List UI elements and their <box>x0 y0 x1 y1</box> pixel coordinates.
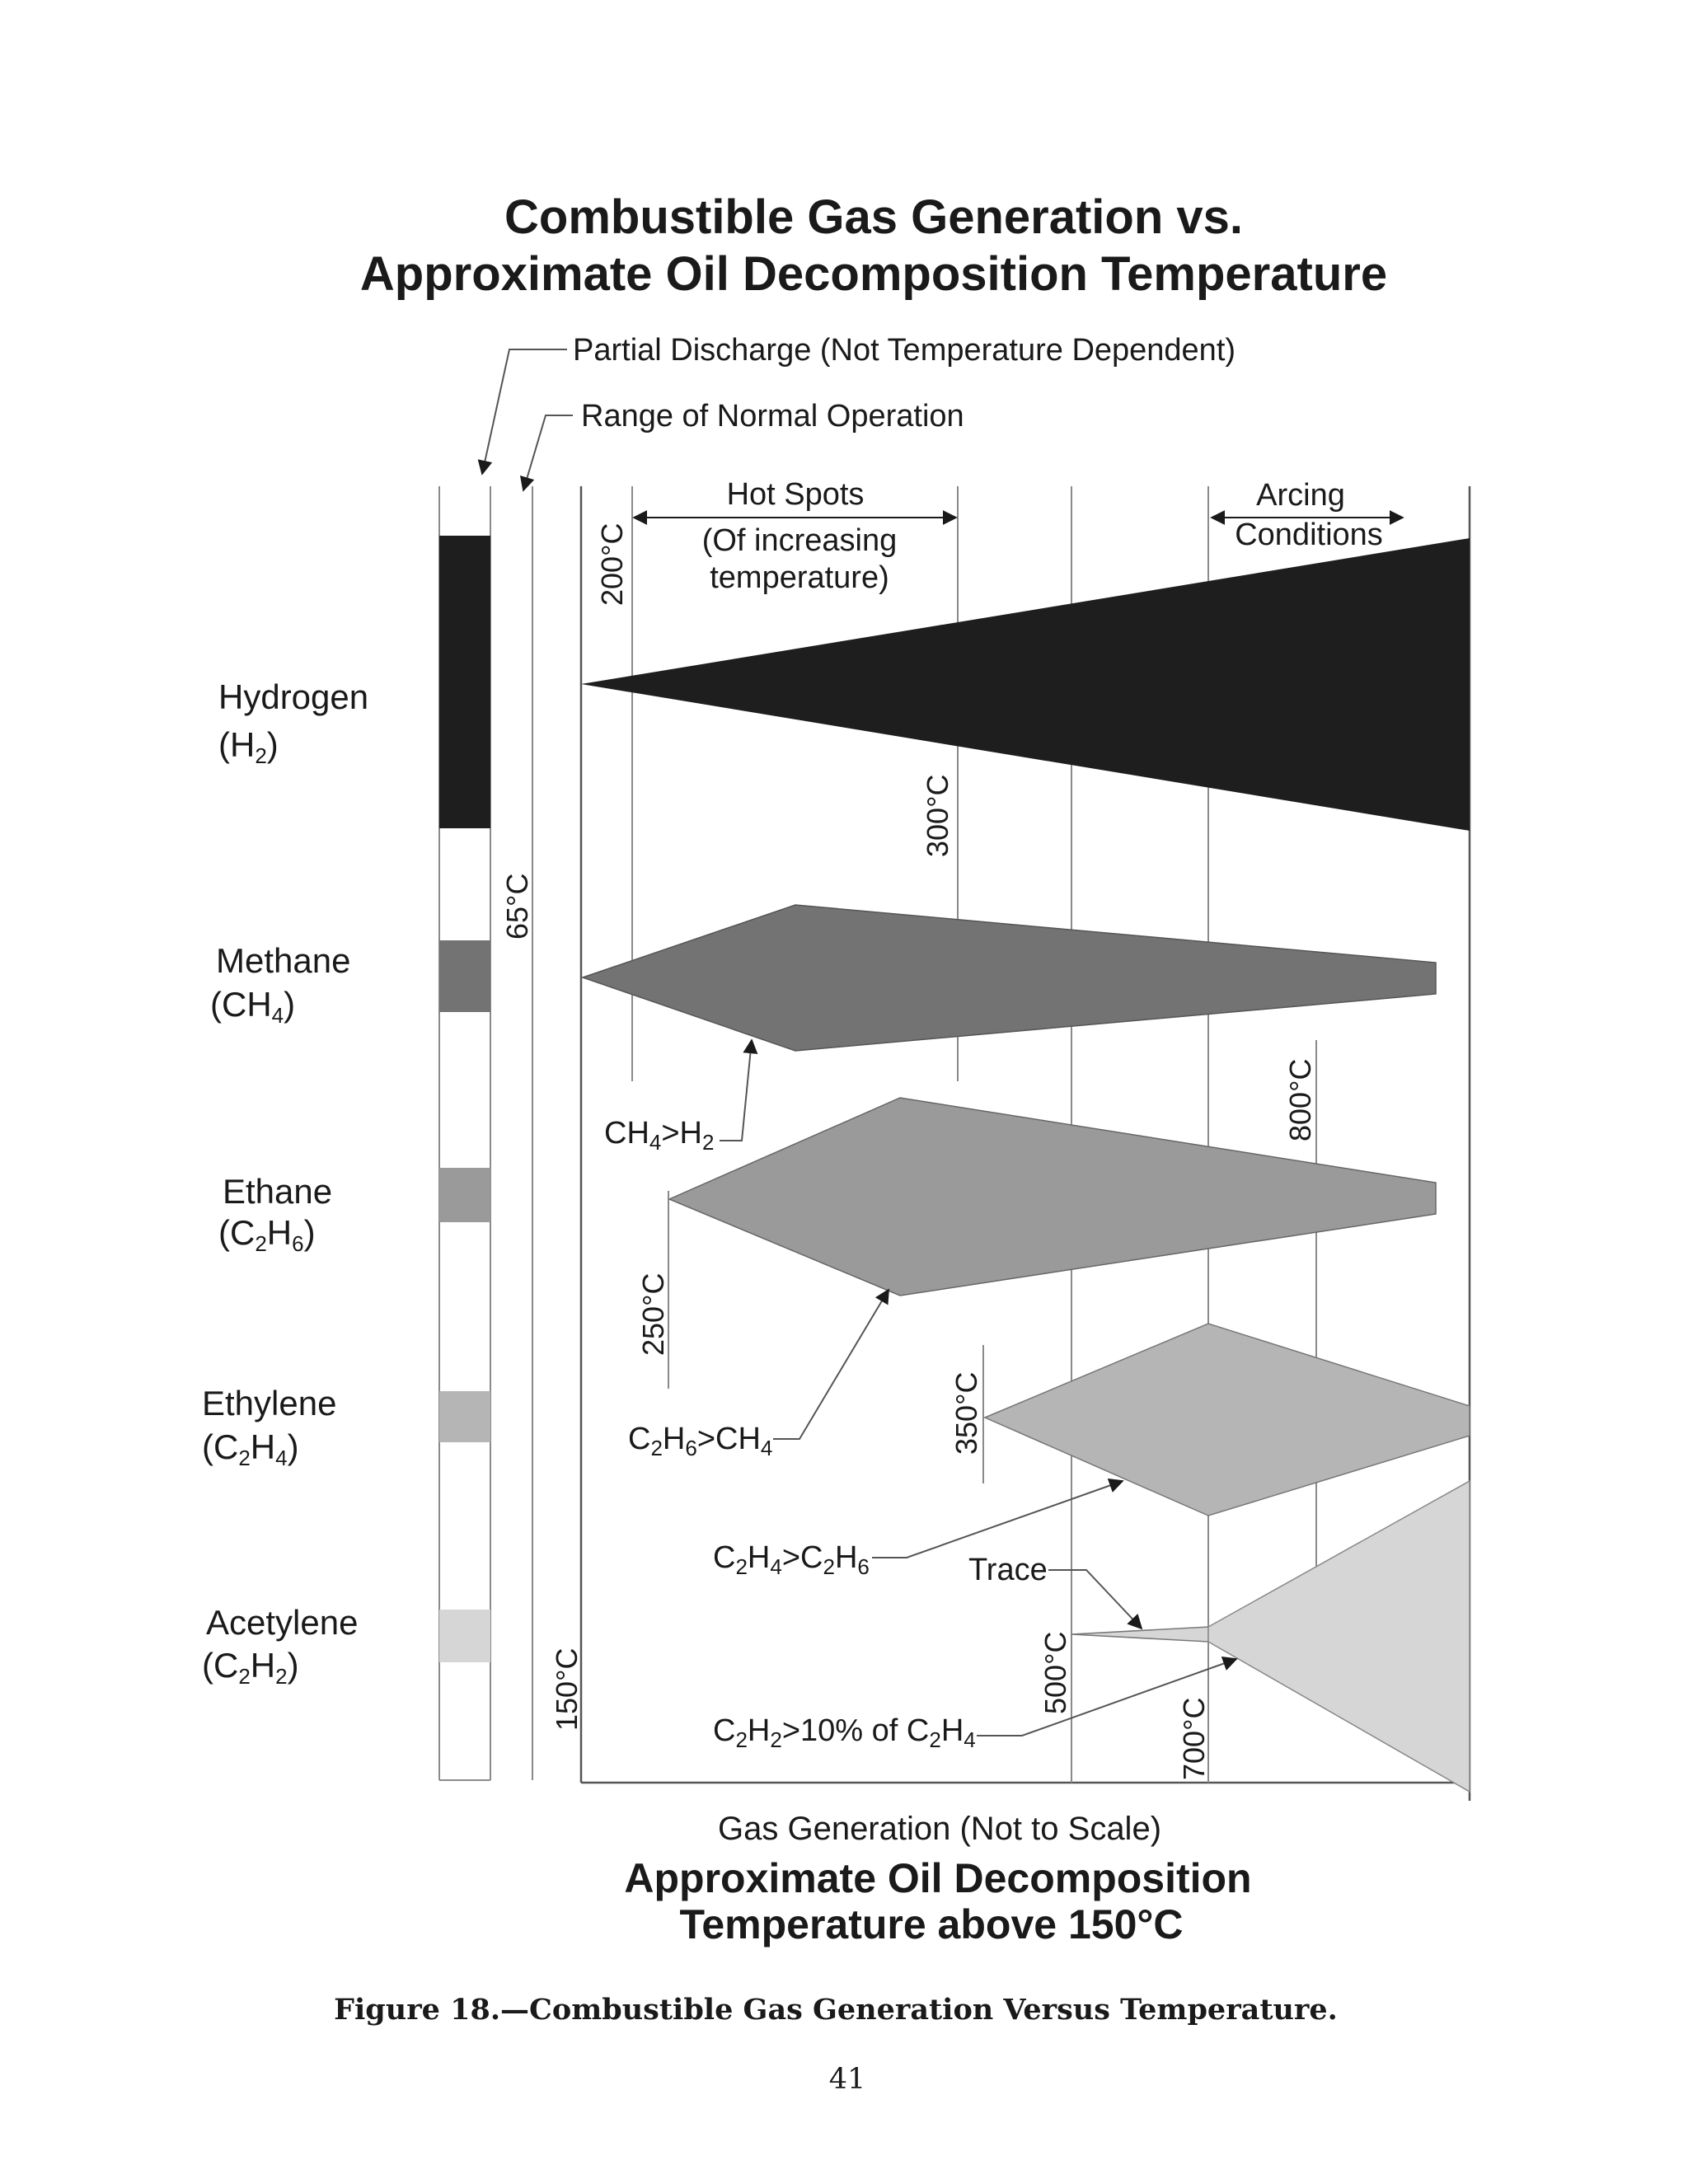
temp-label-700: 700°C <box>1177 1698 1211 1780</box>
acetylene-discharge-bar <box>439 1610 490 1662</box>
normal-operation-label: Range of Normal Operation <box>581 399 964 434</box>
annotation-trace: Trace <box>968 1553 1143 1630</box>
acetylene-trace-shape <box>1071 1626 1209 1643</box>
gas-label-acetylene: Acetylene (C2H2) <box>202 1603 358 1689</box>
annotation-c2h6-gt-ch4: C2H6>CH4 <box>628 1288 889 1460</box>
normal-operation-leader <box>519 415 573 492</box>
hot-spots-sub-2: temperature) <box>710 560 889 595</box>
gas-label-hydrogen: Hydrogen (H2) <box>218 677 368 768</box>
gas-formula: (H2) <box>218 725 279 768</box>
temp-label-200: 200°C <box>595 523 629 606</box>
hot-spots-sub-1: (Of increasing <box>702 523 898 558</box>
gas-name: Ethylene <box>202 1384 336 1422</box>
partial-discharge-column <box>438 486 491 1781</box>
ethane-generation-shape <box>668 1097 1437 1296</box>
hot-spots-label: Hot Spots <box>727 477 865 512</box>
bottom-title-line-1: Approximate Oil Decomposition <box>624 1855 1251 1901</box>
methane-generation-shape <box>580 904 1437 1052</box>
gas-name: Hydrogen <box>218 677 368 716</box>
gas-name: Acetylene <box>206 1603 358 1642</box>
title-line-2: Approximate Oil Decomposition Temperatur… <box>360 247 1387 301</box>
temp-label-150: 150°C <box>550 1648 584 1731</box>
arcing-sub: Conditions <box>1235 518 1383 552</box>
svg-text:C2H2>10% of C2H4: C2H2>10% of C2H4 <box>713 1713 976 1752</box>
ethane-discharge-bar <box>439 1168 490 1222</box>
gas-formula: (C2H4) <box>202 1427 299 1470</box>
title-line-1: Combustible Gas Generation vs. <box>504 190 1243 244</box>
gas-formula: (C2H2) <box>202 1646 299 1689</box>
gas-label-ethylene: Ethylene (C2H4) <box>202 1384 336 1470</box>
temp-label-800: 800°C <box>1283 1059 1317 1141</box>
partial-discharge-label: Partial Discharge (Not Temperature Depen… <box>573 333 1236 368</box>
figure-caption: Figure 18.—Combustible Gas Generation Ve… <box>334 1993 1338 2027</box>
ethylene-discharge-bar <box>439 1391 490 1442</box>
gas-formula: (C2H6) <box>218 1213 316 1256</box>
hydrogen-discharge-bar <box>439 536 490 828</box>
partial-discharge-leader <box>477 349 567 476</box>
x-axis-label: Gas Generation (Not to Scale) <box>718 1811 1161 1847</box>
temp-label-350: 350°C <box>950 1372 983 1455</box>
gas-name: Ethane <box>223 1172 332 1211</box>
bottom-title-line-2: Temperature above 150°C <box>680 1901 1184 1947</box>
svg-text:CH4>H2: CH4>H2 <box>604 1116 714 1155</box>
svg-text:Trace: Trace <box>968 1553 1048 1587</box>
page-number: 41 <box>829 2063 866 2096</box>
gas-label-ethane: Ethane (C2H6) <box>218 1172 332 1256</box>
gas-name: Methane <box>216 941 350 980</box>
methane-discharge-bar <box>439 940 490 1012</box>
svg-text:C2H6>CH4: C2H6>CH4 <box>628 1422 772 1460</box>
temp-label-500: 500°C <box>1039 1632 1072 1714</box>
gas-formula: (CH4) <box>210 985 295 1028</box>
svg-text:C2H4>C2H6: C2H4>C2H6 <box>713 1540 870 1579</box>
acetylene-generation-shape <box>1207 1479 1470 1793</box>
hydrogen-generation-shape <box>581 538 1470 831</box>
temp-label-250: 250°C <box>636 1273 670 1356</box>
temp-label-300: 300°C <box>921 775 954 857</box>
annotation-ch4-gt-h2: CH4>H2 <box>604 1038 758 1155</box>
temp-label-65: 65°C <box>500 874 534 940</box>
ethylene-generation-shape <box>983 1323 1470 1516</box>
annotation-c2h2-gt-c2h4: C2H2>10% of C2H4 <box>713 1656 1238 1752</box>
annotation-c2h4-gt-c2h6: C2H4>C2H6 <box>713 1478 1124 1579</box>
gas-label-methane: Methane (CH4) <box>210 941 350 1028</box>
arcing-label: Arcing <box>1256 478 1345 513</box>
